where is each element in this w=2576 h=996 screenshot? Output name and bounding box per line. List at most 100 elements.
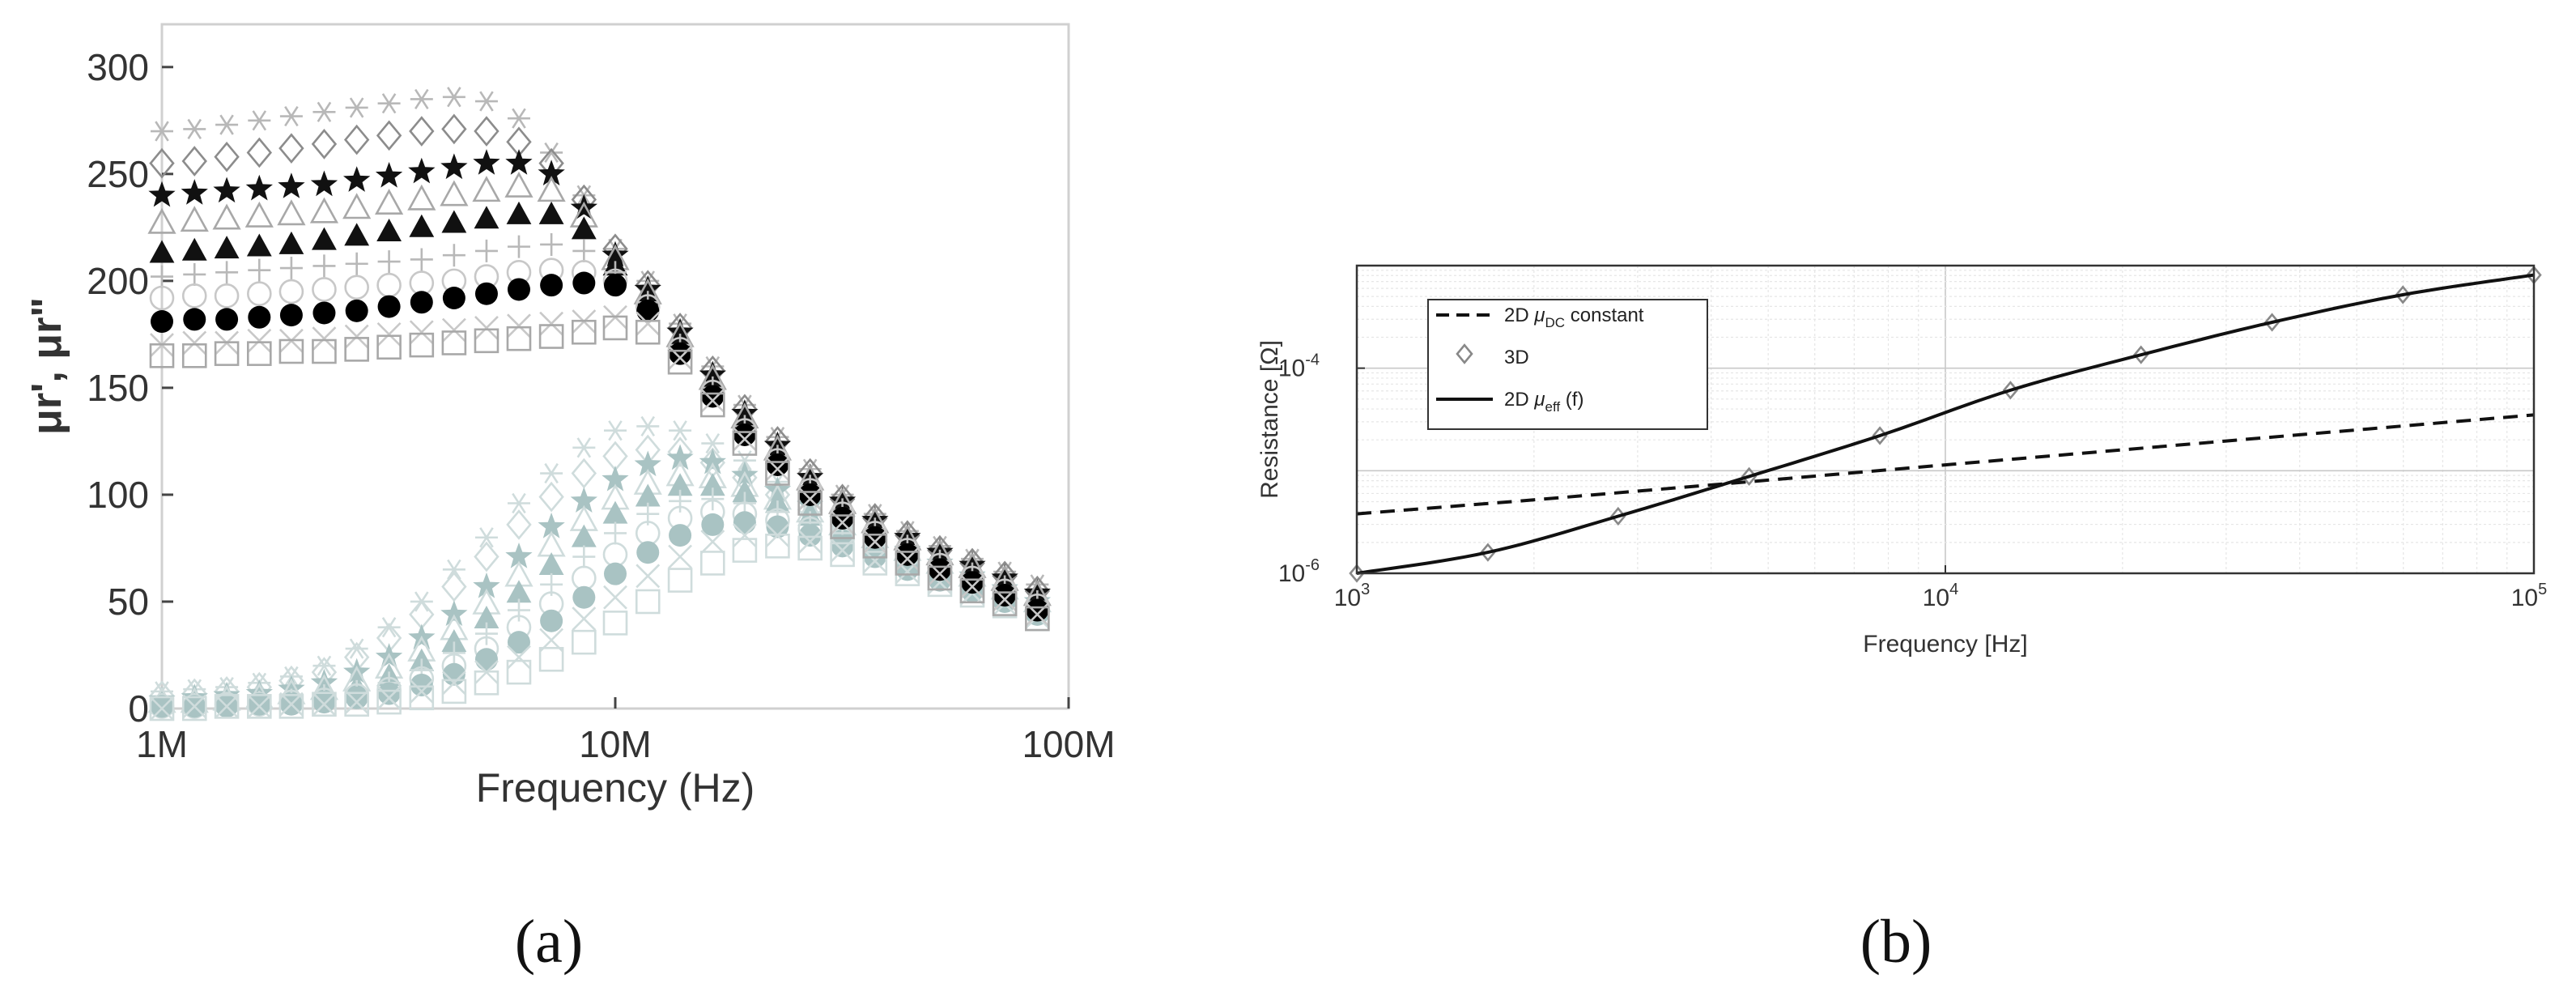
chart-a-data-point-real-asterisk [151, 121, 173, 142]
chart-a-x-tick-label: 100M [1022, 723, 1115, 765]
chart-b-x-axis-label: Frequency [Hz] [1863, 631, 2027, 658]
chart-a-data-point-real-x [376, 321, 402, 347]
chart-a-data-point-imaginary-plus [604, 521, 627, 545]
chart-a-data-point-real-triangle-filled [312, 227, 337, 250]
chart-a-data-point-real-plus [442, 244, 465, 267]
chart-a-data-point-imaginary-diamond-open [667, 436, 693, 467]
chart-a-data-point-imaginary-x [862, 548, 887, 573]
chart-a-data-point-real-square-open [312, 338, 337, 364]
chart-a-data-point-imaginary-star-filled [601, 466, 629, 492]
chart-a-data-point-real-diamond-open [343, 124, 370, 155]
chart-a-data-point-real-plus [279, 257, 303, 280]
chart-b-legend-entry: 3D [1504, 347, 1529, 368]
chart-a-data-point-real-asterisk [507, 108, 530, 129]
chart-a-data-point-imaginary-square-open [572, 629, 597, 655]
chart-a-data-point-real-diamond-open [181, 146, 207, 177]
chart-a-data-point-real-circle-filled [151, 310, 173, 334]
chart-a-data-point-imaginary-circle-filled [733, 511, 756, 534]
chart-a-data-point-real-star-filled [570, 194, 597, 220]
chart-a-data-point-imaginary-square-open [667, 568, 693, 593]
chart-a-data-point-imaginary-triangle-filled [571, 524, 597, 547]
chart-a-data-point-imaginary-square-open [344, 692, 369, 717]
chart-a-data-point-real-triangle-filled [474, 206, 499, 229]
chart-a-data-point-imaginary-x [344, 690, 369, 714]
chart-a-data-point-real-triangle-open [504, 171, 533, 198]
chart-a-data-point-imaginary-square-open [506, 659, 532, 685]
chart-a-data-point-imaginary-circle-filled [831, 534, 854, 558]
chart-a-data-point-imaginary-x [700, 530, 725, 554]
chart-a-data-point-real-square-open [344, 337, 369, 362]
chart-a-data-point-imaginary-triangle-filled [506, 580, 532, 603]
chart-b-y-tick-label: 10-6 [1278, 556, 1320, 587]
chart-a-data-point-imaginary-square-open [376, 689, 402, 715]
chart-a-data-point-real-asterisk [540, 142, 563, 164]
chart-a-data-point-imaginary-x [182, 694, 207, 719]
chart-a-data-point-imaginary-asterisk [636, 415, 660, 437]
chart-a-data-point-imaginary-square-open [278, 694, 304, 719]
chart-a-data-point-real-diamond-open [376, 120, 402, 151]
chart-a-data-point-imaginary-square-open [732, 538, 758, 563]
chart-a-data-point-real-triangle-open [244, 201, 274, 228]
chart-a-data-point-real-circle-open [312, 277, 337, 302]
chart-a-y-tick-label: 100 [87, 474, 149, 516]
chart-a-data-point-real-square-open [474, 328, 499, 354]
chart-a-data-point-real-circle-filled [1026, 598, 1049, 622]
chart-a-data-point-real-triangle-open [212, 203, 241, 230]
chart-a-data-point-real-square-open [376, 334, 402, 360]
chart-a-data-point-real-diamond-open [474, 116, 499, 147]
chart-a-data-point-real-circle-filled [831, 506, 854, 530]
chart-a-data-point-real-circle-filled [636, 299, 660, 322]
chart-a-data-point-real-circle-filled [248, 305, 271, 329]
chart-a-data-point-imaginary-asterisk [507, 492, 530, 514]
chart-b-legend-box [1427, 299, 1708, 430]
chart-a-data-point-imaginary-asterisk [669, 420, 692, 441]
chart-a-data-point-real-square-open [732, 431, 758, 456]
chart-a-data-point-real-square-open [862, 534, 888, 559]
chart-a-data-point-imaginary-diamond-open [571, 458, 597, 489]
chart-a-data-point-real-plus [248, 258, 271, 282]
chart-a-data-point-real-triangle-filled [344, 223, 370, 246]
chart-a-data-point-imaginary-star-filled [505, 543, 533, 568]
chart-a-data-point-real-square-open [667, 349, 693, 375]
chart-a-data-point-real-triangle-open [537, 176, 566, 202]
chart-a-data-point-imaginary-asterisk [442, 559, 465, 580]
chart-a-data-point-real-circle-open [344, 275, 369, 300]
chart-a-data-point-imaginary-square-open [312, 692, 337, 717]
chart-a-data-point-real-diamond-open [441, 113, 467, 145]
chart-a-data-point-real-circle-filled [798, 483, 822, 506]
chart-a-data-point-imaginary-diamond-open [538, 481, 564, 513]
chart-a-data-point-real-x [441, 317, 466, 343]
chart-a-data-point-imaginary-circle-filled [604, 562, 627, 585]
chart-a-data-point-real-triangle-filled [441, 210, 467, 233]
chart-a-y-axis-label: μr', μr" [23, 297, 70, 435]
chart-b-series-line-mu-dc-constant [1356, 413, 2535, 516]
chart-b-legend-marker-3d [1456, 343, 1473, 364]
chart-a-data-point-imaginary-x [409, 679, 434, 704]
chart-a-data-point-real-triangle-filled [506, 201, 532, 224]
chart-a-data-point-imaginary-circle-filled [248, 692, 271, 716]
chart-a-data-point-imaginary-x [150, 696, 174, 721]
chart-a-data-point-real-square-open [409, 332, 435, 358]
chart-a-data-point-real-circle-filled [279, 304, 303, 327]
chart-a-data-point-imaginary-square-open [409, 685, 435, 711]
chart-a-data-point-real-diamond-open [149, 147, 175, 179]
chart-a-data-point-real-plus [215, 261, 239, 284]
chart-a-data-point-real-triangle-filled [181, 237, 207, 261]
chart-a-data-point-real-circle-filled [215, 308, 239, 331]
chart-a-data-point-real-diamond-open [246, 137, 273, 168]
chart-a-data-point-real-circle-filled [377, 295, 401, 318]
chart-a-data-point-real-star-filled [181, 179, 208, 205]
chart-a-data-point-imaginary-plus [701, 487, 725, 511]
chart-a-data-point-real-triangle-filled [409, 214, 435, 237]
chart-a-data-point-real-star-filled [278, 172, 305, 198]
chart-a-data-point-imaginary-square-open [181, 696, 207, 721]
chart-a-data-point-real-circle-filled [442, 287, 465, 309]
chart-a-data-point-real-triangle-filled [278, 231, 304, 254]
chart-a-data-point-imaginary-x [603, 585, 627, 610]
chart-a-data-point-real-circle-open [214, 283, 240, 309]
chart-a-data-point-imaginary-square-open [214, 694, 240, 719]
chart-a-data-point-real-asterisk [248, 110, 271, 131]
chart-a-data-point-real-square-open [797, 491, 823, 516]
chart-a-data-point-imaginary-circle-filled [377, 682, 401, 705]
chart-a-data-point-real-square-open [959, 578, 985, 604]
